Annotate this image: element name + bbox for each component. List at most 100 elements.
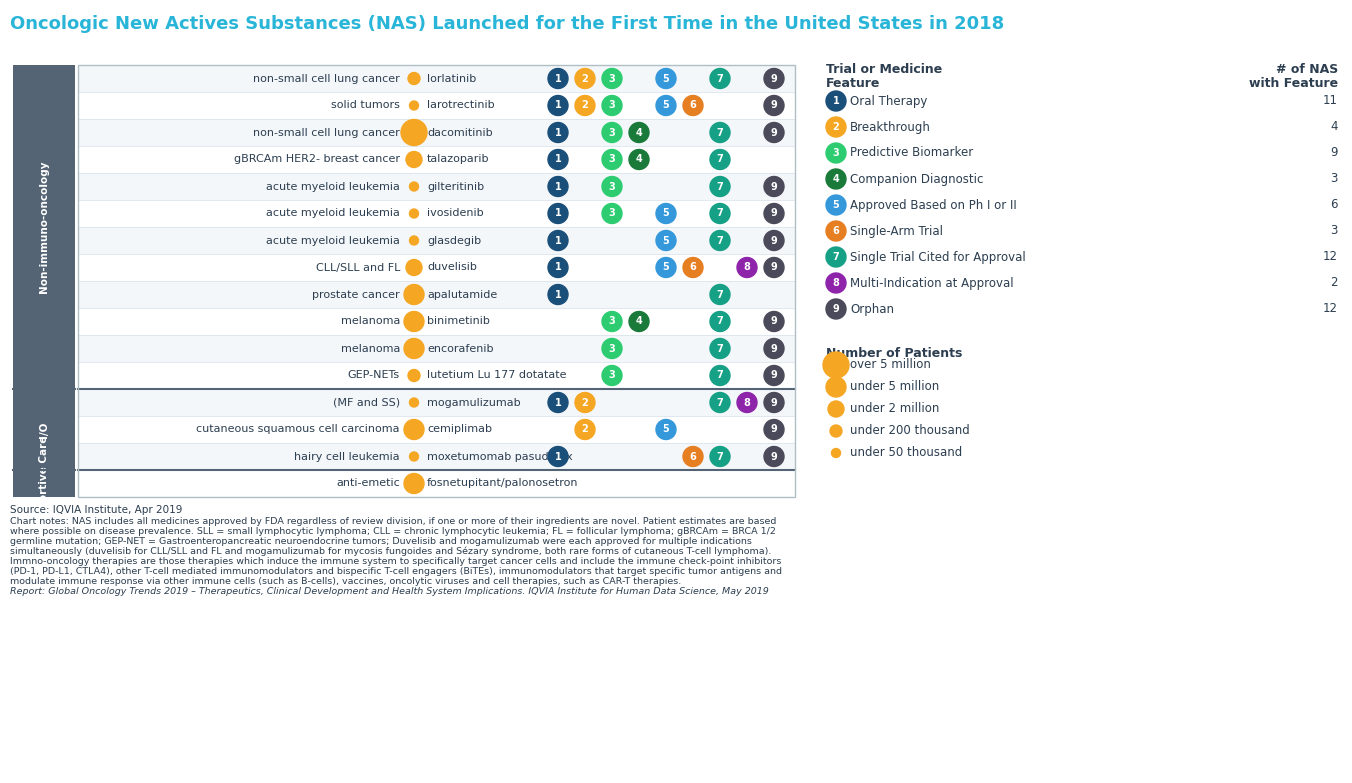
Text: under 200 thousand: under 200 thousand [850,424,969,438]
Text: acute myeloid leukemia: acute myeloid leukemia [266,182,400,192]
Text: under 5 million: under 5 million [850,381,940,394]
Text: apalutamide: apalutamide [427,290,498,300]
Circle shape [408,370,420,381]
Text: 3: 3 [608,370,615,381]
Text: 7: 7 [717,316,723,327]
FancyBboxPatch shape [14,389,74,470]
Text: gilteritinib: gilteritinib [427,182,484,192]
Text: Orphan: Orphan [850,302,894,316]
Circle shape [404,474,425,493]
Circle shape [764,392,784,413]
Circle shape [575,392,595,413]
Text: 2: 2 [1330,276,1338,290]
Circle shape [548,176,568,197]
Circle shape [548,204,568,223]
Text: Non-immuno-oncology: Non-immuno-oncology [39,161,49,294]
Circle shape [764,96,784,116]
FancyBboxPatch shape [78,173,795,200]
Circle shape [826,377,846,397]
Text: 9: 9 [771,74,777,84]
Text: 1: 1 [554,398,561,407]
Text: 3: 3 [608,344,615,353]
Circle shape [764,176,784,197]
Circle shape [410,398,419,407]
Circle shape [629,312,649,331]
Text: 9: 9 [771,208,777,218]
Text: acute myeloid leukemia: acute myeloid leukemia [266,208,400,218]
Circle shape [764,68,784,88]
Circle shape [548,446,568,467]
Text: 5: 5 [662,262,669,272]
Circle shape [602,312,622,331]
Circle shape [826,169,846,189]
Text: 9: 9 [771,424,777,435]
FancyBboxPatch shape [78,227,795,254]
Text: 4: 4 [1330,121,1338,133]
Circle shape [404,338,425,359]
Circle shape [826,143,846,163]
Circle shape [602,204,622,223]
Text: 9: 9 [771,398,777,407]
Circle shape [827,401,844,417]
Text: under 50 thousand: under 50 thousand [850,446,963,460]
FancyBboxPatch shape [78,470,795,497]
Text: larotrectinib: larotrectinib [427,100,495,110]
Text: Chart notes: NAS includes all medicines approved by FDA regardless of review div: Chart notes: NAS includes all medicines … [9,517,776,526]
Text: Companion Diagnostic: Companion Diagnostic [850,172,983,186]
Text: 12: 12 [1324,302,1338,316]
Text: gBRCAm HER2- breast cancer: gBRCAm HER2- breast cancer [234,154,400,164]
Text: 1: 1 [554,128,561,138]
Text: with Feature: with Feature [1249,77,1338,90]
FancyBboxPatch shape [78,308,795,335]
Text: germline mutation; GEP-NET = Gastroenteropancreatic neuroendocrine tumors; Duvel: germline mutation; GEP-NET = Gastroenter… [9,537,752,546]
FancyBboxPatch shape [78,416,795,443]
Text: non-small cell lung cancer: non-small cell lung cancer [253,74,400,84]
Text: 1: 1 [554,100,561,110]
Circle shape [404,420,425,439]
FancyBboxPatch shape [78,92,795,119]
Text: 3: 3 [1330,172,1338,186]
Text: 6: 6 [833,226,840,236]
Text: 5: 5 [662,100,669,110]
Text: CLL/SLL and FL: CLL/SLL and FL [315,262,400,272]
Text: I/O: I/O [39,421,49,438]
Circle shape [764,338,784,359]
Text: 5: 5 [662,424,669,435]
Circle shape [548,258,568,277]
Text: mogamulizumab: mogamulizumab [427,398,521,407]
Circle shape [826,117,846,137]
Circle shape [826,195,846,215]
Text: 9: 9 [771,236,777,246]
Circle shape [548,68,568,88]
Text: 4: 4 [635,316,642,327]
FancyBboxPatch shape [78,146,795,173]
Text: 7: 7 [717,344,723,353]
Circle shape [656,230,676,251]
Circle shape [710,68,730,88]
Text: simultaneously (duvelisib for CLL/SLL and FL and mogamulizumab for mycosis fungo: simultaneously (duvelisib for CLL/SLL an… [9,547,772,557]
Text: solid tumors: solid tumors [331,100,400,110]
Circle shape [406,259,422,276]
Text: 2: 2 [581,74,588,84]
Text: lorlatinib: lorlatinib [427,74,476,84]
Circle shape [410,209,419,218]
Text: 7: 7 [717,128,723,138]
Text: 1: 1 [554,452,561,461]
Text: dacomitinib: dacomitinib [427,128,492,138]
Circle shape [737,392,757,413]
Text: 2: 2 [581,398,588,407]
Text: 4: 4 [833,174,840,184]
Text: 9: 9 [771,182,777,192]
Text: Oral Therapy: Oral Therapy [850,95,927,107]
Text: moxetumomab pasudotox: moxetumomab pasudotox [427,452,573,461]
Text: 9: 9 [771,370,777,381]
Text: 2: 2 [581,424,588,435]
Circle shape [404,312,425,331]
Circle shape [410,101,419,110]
Circle shape [656,96,676,116]
Circle shape [764,312,784,331]
Text: Source: IQVIA Institute, Apr 2019: Source: IQVIA Institute, Apr 2019 [9,505,183,515]
Circle shape [764,230,784,251]
FancyBboxPatch shape [78,335,795,362]
Text: cemiplimab: cemiplimab [427,424,492,435]
